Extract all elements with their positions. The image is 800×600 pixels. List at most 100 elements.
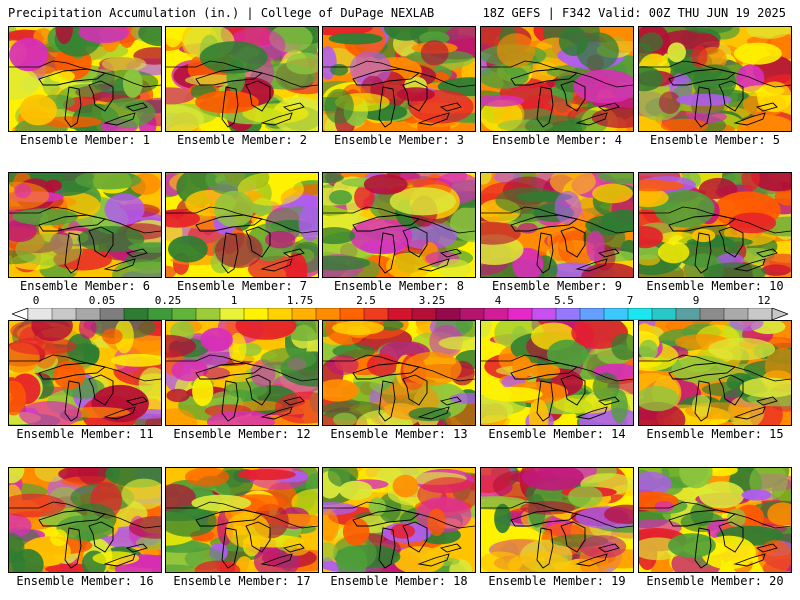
colorbar-swatch [339,308,365,320]
ensemble-member-map [165,320,319,426]
colorbar-tick-label: 1.75 [286,294,314,307]
precip-field [639,468,791,572]
colorbar-swatch [459,308,485,320]
ensemble-member-label: Ensemble Member: 2 [176,133,308,147]
ensemble-member-label: Ensemble Member: 9 [491,279,623,293]
header: Precipitation Accumulation (in.) | Colle… [0,0,800,26]
precip-field [481,321,633,425]
ensemble-member-label: Ensemble Member: 18 [330,574,468,588]
colorbar-swatch [363,308,389,320]
colorbar [12,308,788,320]
ensemble-member-label: Ensemble Member: 13 [330,427,468,441]
colorbar-swatch [219,308,245,320]
precip-field [639,173,791,277]
ensemble-member-label: Ensemble Member: 8 [333,279,465,293]
ensemble-member-map [480,172,634,278]
ensemble-member-label: Ensemble Member: 1 [19,133,151,147]
precip-field [323,27,475,131]
precip-field [9,173,161,277]
ensemble-member-label: Ensemble Member: 19 [488,574,626,588]
colorbar-swatch [555,308,581,320]
ensemble-member-label: Ensemble Member: 10 [646,279,784,293]
colorbar-tick-label: 7 [626,294,634,307]
colorbar-swatch [603,308,629,320]
colorbar-max-arrow [771,308,788,320]
precip-field [481,27,633,131]
precip-field [639,321,791,425]
colorbar-tick-label: 0.25 [154,294,182,307]
precip-field [166,173,318,277]
colorbar-swatch [747,308,773,320]
colorbar-tick-label: 2.5 [356,294,376,307]
precip-field [166,27,318,131]
ensemble-member-label: Ensemble Member: 20 [646,574,784,588]
colorbar-tick-label: 1 [230,294,238,307]
colorbar-swatch [171,308,197,320]
ensemble-member-map [480,26,634,132]
ensemble-member-label: Ensemble Member: 16 [16,574,154,588]
ensemble-member-map [322,26,476,132]
ensemble-member-map [322,467,476,573]
colorbar-swatch [531,308,557,320]
colorbar-swatch [99,308,125,320]
ensemble-member-label: Ensemble Member: 3 [333,133,465,147]
colorbar-swatch [507,308,533,320]
ensemble-member-label: Ensemble Member: 17 [173,574,311,588]
run-info: 18Z GEFS | F342 Valid: 00Z THU JUN 19 20… [482,6,786,20]
precip-field [323,173,475,277]
ensemble-member-label: Ensemble Member: 5 [649,133,781,147]
ensemble-member-map [165,172,319,278]
colorbar-swatch [243,308,269,320]
ensemble-member-label: Ensemble Member: 11 [16,427,154,441]
colorbar-tick-label: 4 [494,294,502,307]
ensemble-member-map [165,467,319,573]
ensemble-member-map [165,26,319,132]
colorbar-tick-label: 5.5 [554,294,574,307]
ensemble-member-label: Ensemble Member: 7 [176,279,308,293]
ensemble-member-map [322,172,476,278]
colorbar-swatch [291,308,317,320]
colorbar-swatch [75,308,101,320]
colorbar-swatch [651,308,677,320]
colorbar-swatch [195,308,221,320]
colorbar-swatch [387,308,413,320]
colorbar-swatch [483,308,509,320]
precip-field [9,321,161,425]
colorbar-tick-label: 9 [692,294,700,307]
colorbar-swatch [699,308,725,320]
colorbar-swatch [147,308,173,320]
colorbar-tick-label: 0.05 [88,294,116,307]
colorbar-swatch [579,308,605,320]
ensemble-member-map [638,320,792,426]
ensemble-member-label: Ensemble Member: 6 [19,279,151,293]
colorbar-tick-labels: 0 0.05 0.25 1 1.75 2.5 3.25 4 5.5 7 9 12 [0,294,800,308]
colorbar-swatch [27,308,53,320]
ensemble-member-map [8,320,162,426]
ensemble-member-label: Ensemble Member: 15 [646,427,784,441]
ensemble-member-map [638,172,792,278]
precip-field [166,321,318,425]
ensemble-member-map [8,26,162,132]
colorbar-swatch [315,308,341,320]
colorbar-swatch [51,308,77,320]
colorbar-tick-label: 0 [32,294,40,307]
ensemble-member-label: Ensemble Member: 4 [491,133,623,147]
precip-field [639,27,791,131]
colorbar-swatch [123,308,149,320]
colorbar-swatch [411,308,437,320]
ensemble-member-label: Ensemble Member: 14 [488,427,626,441]
ensemble-member-map [322,320,476,426]
precip-field [9,27,161,131]
ensemble-member-map [638,467,792,573]
precip-field [481,468,633,572]
ensemble-member-map [8,467,162,573]
precip-field [166,468,318,572]
precip-field [481,173,633,277]
colorbar-min-arrow [12,308,29,320]
precip-field [9,468,161,572]
colorbar-swatch [675,308,701,320]
colorbar-swatch [267,308,293,320]
colorbar-tick-label: 12 [757,294,771,307]
precip-field [323,321,475,425]
ensemble-member-map [8,172,162,278]
